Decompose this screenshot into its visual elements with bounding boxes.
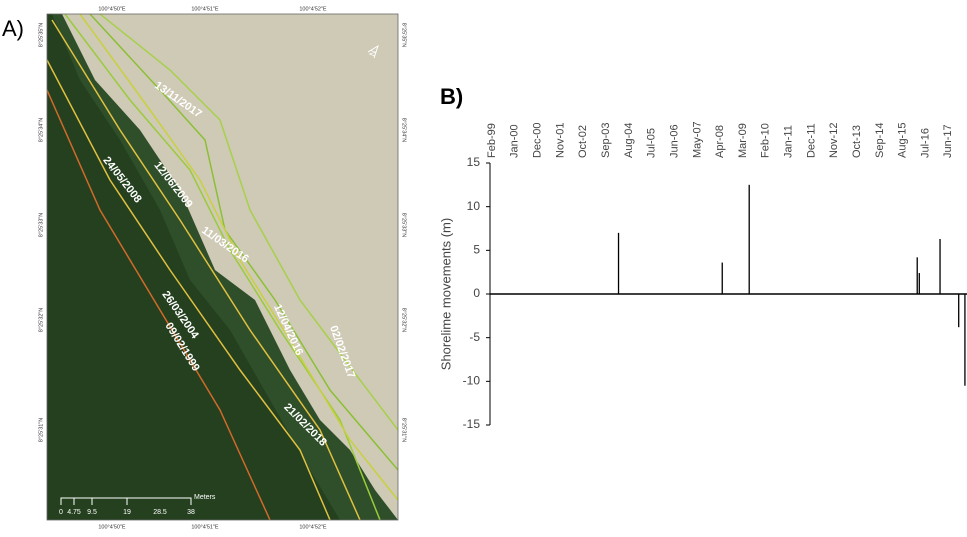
coord-label: 8°25'33"N <box>401 213 407 237</box>
shoreline <box>79 14 398 501</box>
y-tick-label: 10 <box>467 199 481 213</box>
shoreline <box>99 14 398 431</box>
x-tick-label: Sep-03 <box>600 123 612 158</box>
scale-bar-shape <box>60 497 192 505</box>
coord-label: 8°25'32"N <box>401 308 407 332</box>
coord-label: 100°4'52"E <box>299 524 327 530</box>
coord-label: 8°25'31"N <box>401 418 407 442</box>
y-tick-label: 15 <box>467 155 481 169</box>
coord-label: 8°25'35"N <box>401 23 407 47</box>
north-label: N <box>367 49 378 58</box>
shoreline <box>64 14 381 520</box>
coord-label: 8°25'34"N <box>38 118 44 142</box>
coord-label: 8°25'35"N <box>38 23 44 47</box>
coordinates: 100°4'50"E 100°4'51"E 100°4'52"E 100°4'5… <box>38 6 406 530</box>
coord-label: 100°4'50"E <box>98 524 126 530</box>
y-tick-label: -10 <box>463 374 481 388</box>
coord-label: 100°4'51"E <box>191 6 219 12</box>
north-arrow-shape <box>367 44 379 59</box>
north-arrow: N <box>367 44 379 59</box>
shoreline <box>51 19 361 520</box>
x-tick-label: Jul-16 <box>919 128 931 158</box>
scale-label: 4.75 <box>67 509 81 516</box>
scale-label: 38 <box>187 509 195 516</box>
coord-label: 8°25'32"N <box>38 308 44 332</box>
x-tick-label: Aug-04 <box>623 123 635 158</box>
coord-label: 8°25'34"N <box>401 118 407 142</box>
x-tick-label: Aug-15 <box>897 123 909 158</box>
scale-label: 0 <box>59 509 63 516</box>
x-tick-label: Jun-17 <box>942 124 954 158</box>
y-tick-label: 0 <box>473 286 480 300</box>
panel-label: B) <box>440 84 463 109</box>
vegetation-dark <box>47 14 340 520</box>
panel-label: A) <box>2 16 24 41</box>
x-tick-label: May-07 <box>691 121 703 158</box>
shoreline <box>47 59 331 520</box>
coord-label: 100°4'52"E <box>299 6 327 12</box>
x-tick-label: Jul-05 <box>646 128 658 158</box>
y-tick-label: 5 <box>473 243 480 257</box>
coord-label: 8°25'31"N <box>38 418 44 442</box>
x-tick-label: Sep-14 <box>874 123 886 158</box>
x-tick-label: Nov-12 <box>828 123 840 158</box>
x-tick-label: Oct-13 <box>851 125 863 158</box>
scale-label: 9.5 <box>87 509 97 516</box>
x-tick-label: Mar-09 <box>737 123 749 158</box>
x-tick-label: Dec-11 <box>805 123 817 158</box>
x-tick-label: Nov-01 <box>554 123 566 158</box>
y-axis-label: Shorelime movements (m) <box>438 218 453 370</box>
x-tick-label: Oct-02 <box>577 125 589 158</box>
x-tick-label: Jan-00 <box>509 124 521 158</box>
scale-unit: Meters <box>194 494 216 501</box>
x-tick-label: Jun-06 <box>668 124 680 158</box>
scale-label: 19 <box>123 509 131 516</box>
x-tick-label: Dec-00 <box>532 123 544 158</box>
x-tick-label: Apr-08 <box>714 125 726 158</box>
scale-label: 28.5 <box>153 509 167 516</box>
x-tick-label: Feb-99 <box>486 123 498 158</box>
y-tick-label: -15 <box>463 417 481 431</box>
y-tick-label: -5 <box>469 330 480 344</box>
map-frame <box>46 13 399 521</box>
shoreline <box>47 89 271 520</box>
x-tick-label: Jan-11 <box>783 125 795 158</box>
coord-label: 100°4'50"E <box>98 6 126 12</box>
scale-bar: 0 4.75 9.5 19 28.5 38 Meters <box>59 494 216 516</box>
coord-label: 8°25'33"N <box>38 213 44 237</box>
map <box>47 14 398 520</box>
x-tick-label: Feb-10 <box>760 123 772 158</box>
coord-label: 100°4'51"E <box>191 524 219 530</box>
